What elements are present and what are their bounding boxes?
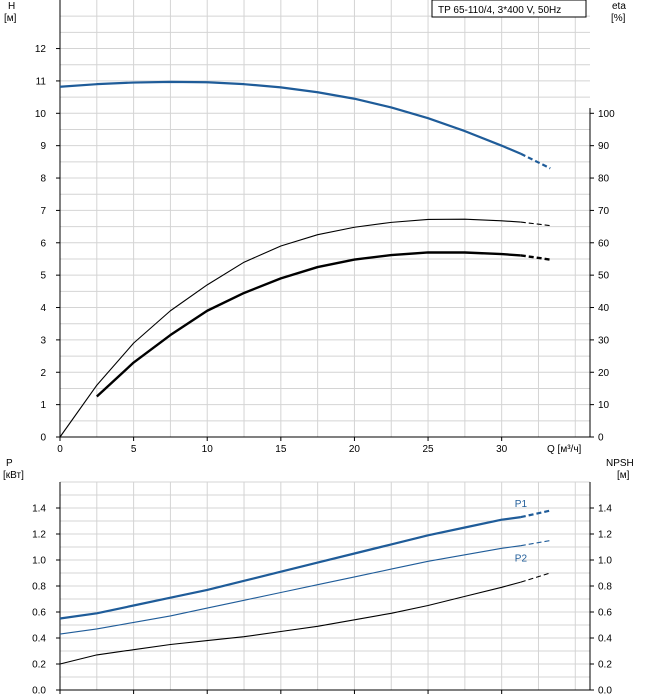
y-tick-label-left: 2 [40,368,46,379]
y-tick-label-right: 0.8 [598,582,612,593]
curve-series-1-2 [59,581,521,665]
curve-series-0-1 [59,218,521,438]
y-tick-label-left: 6 [40,238,46,249]
x-tick-label: 20 [349,444,361,455]
y-tick-label-left: 3 [40,335,46,346]
curve-extension-1-0 [520,509,551,519]
x-tick-label: 0 [57,444,63,455]
x-tick-label: 10 [202,444,214,455]
y-axis-left-unit: [м] [4,13,17,24]
y-tick-label-left: 7 [40,206,46,217]
series-label-p2: P2 [515,554,528,565]
y-tick-label-right: 0.4 [598,634,612,645]
curve-extension-0-0 [520,152,551,170]
y-tick-label-left: 10 [35,109,47,120]
y-axis-right-unit: [%] [611,13,626,24]
y-tick-label-left: 1.4 [32,504,46,515]
y-tick-label-right: 30 [598,335,610,346]
y-tick-label-left: 4 [40,303,46,314]
series-label-p1: P1 [515,499,528,510]
curve-extension-0-1 [520,221,551,227]
y-tick-label-right: 90 [598,141,610,152]
y-tick-label-left: 0.2 [32,660,46,671]
y-tick-label-left: 9 [40,141,46,152]
y-tick-label-right: 50 [598,271,610,282]
chart-title: TP 65-110/4, 3*400 V, 50Hz [438,5,561,16]
y-tick-label-right: 0.0 [598,686,612,697]
y-tick-label-left: 1.0 [32,556,46,567]
y-tick-label-right: 1.0 [598,556,612,567]
y-tick-label-left: 5 [40,271,46,282]
curve-series-0-0 [59,80,522,155]
y-tick-label-left: 0 [40,433,46,444]
curve-series-1-0 [59,516,521,620]
x-axis-label: Q [м³/ч] [547,444,582,455]
x-tick-label: 15 [275,444,287,455]
y-tick-label-left: 8 [40,174,46,185]
y-tick-label-left: 1 [40,400,46,411]
y-tick-label-left: 12 [35,44,47,55]
y-axis-left-label: P [6,458,13,469]
y-tick-label-right: 80 [598,174,610,185]
y-tick-label-right: 40 [598,303,610,314]
x-tick-label: 30 [496,444,508,455]
y-tick-label-right: 70 [598,206,610,217]
y-axis-left-unit: [кВт] [3,470,24,481]
y-axis-right-label: NPSH [606,458,634,469]
y-tick-label-right: 0 [598,433,604,444]
y-axis-right-unit: [м] [617,470,630,481]
curve-extension-1-2 [520,572,551,583]
curve-series-1-1 [59,545,521,635]
curve-extension-1-1 [520,539,551,547]
y-tick-label-left: 0.6 [32,608,46,619]
y-tick-label-left: 0.0 [32,686,46,697]
y-tick-label-left: 1.2 [32,530,46,541]
y-tick-label-left: 11 [36,76,47,87]
y-tick-label-right: 100 [598,109,615,120]
y-axis-left-label: H [8,1,15,12]
y-tick-label-right: 0.6 [598,608,612,619]
y-tick-label-left: 0.8 [32,582,46,593]
y-axis-right-label: eta [612,1,626,12]
x-tick-label: 25 [422,444,434,455]
y-tick-label-right: 1.2 [598,530,612,541]
y-tick-label-left: 0.4 [32,634,46,645]
curve-series-0-2 [95,251,521,398]
y-tick-label-right: 1.4 [598,504,612,515]
title-box [431,0,587,18]
y-tick-label-right: 0.2 [598,660,612,671]
y-tick-label-right: 10 [598,400,610,411]
y-tick-label-right: 60 [598,238,610,249]
x-tick-label: 5 [131,444,137,455]
y-tick-label-right: 20 [598,368,610,379]
curve-extension-0-2 [520,254,551,261]
